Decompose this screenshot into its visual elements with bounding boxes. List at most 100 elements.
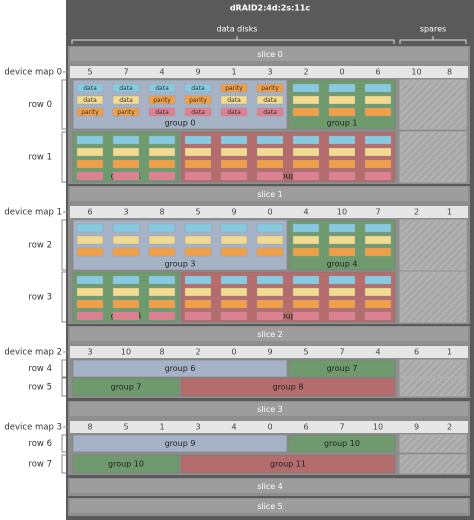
- block: [364, 275, 392, 285]
- device-map-bar: [70, 346, 468, 358]
- block: [76, 135, 104, 145]
- block: [220, 171, 248, 181]
- block: [256, 311, 284, 321]
- block-label: data: [227, 97, 241, 104]
- spare-area: [399, 454, 467, 474]
- data-disks-label: data disks: [217, 25, 258, 34]
- block: [76, 147, 104, 157]
- block: [112, 107, 140, 117]
- slice-header: [70, 479, 468, 493]
- group-label: group 6: [165, 364, 196, 373]
- block: [112, 95, 140, 105]
- block: [364, 83, 392, 93]
- device-number: 3: [87, 348, 92, 357]
- spare-area: [399, 434, 467, 453]
- block: [184, 235, 212, 245]
- block: [292, 287, 320, 297]
- block: [292, 247, 320, 257]
- block: [220, 135, 248, 145]
- device-number: 0: [267, 208, 272, 217]
- block-label: parity: [189, 97, 207, 104]
- block-label: data: [227, 109, 241, 116]
- block: [148, 107, 176, 117]
- block: [364, 299, 392, 309]
- block: [112, 299, 140, 309]
- row-label: row 0: [28, 100, 52, 110]
- brackets: [71, 36, 467, 44]
- block-label: data: [155, 85, 169, 92]
- block: [184, 311, 212, 321]
- group-label: group 4: [327, 260, 358, 269]
- block: [76, 311, 104, 321]
- block: [292, 235, 320, 245]
- device-number: 2: [414, 208, 419, 217]
- block-label: data: [83, 85, 97, 92]
- block: [112, 311, 140, 321]
- group-label: group 10: [324, 439, 360, 448]
- block-label: data: [263, 97, 277, 104]
- block: [328, 147, 356, 157]
- device-number: 5: [195, 208, 200, 217]
- spare-area: [399, 377, 467, 397]
- device-number: 0: [267, 423, 272, 432]
- block: [76, 247, 104, 257]
- device-number: 0: [231, 348, 236, 357]
- block: [112, 159, 140, 169]
- group-label: group 9: [165, 439, 196, 448]
- group-label: group 1: [327, 119, 358, 128]
- device-number: 6: [414, 348, 419, 357]
- title: dRAID2:4d:2s:11c: [230, 4, 311, 13]
- device-number: 3: [123, 208, 128, 217]
- group-label: group 0: [165, 119, 196, 128]
- slice-title: slice 0: [257, 50, 283, 59]
- device-number: 1: [231, 68, 236, 77]
- device-number: 10: [121, 348, 131, 357]
- device-number: 2: [195, 348, 200, 357]
- block: [220, 147, 248, 157]
- spare-area: [399, 271, 467, 323]
- device-number: 9: [195, 68, 200, 77]
- block: [148, 83, 176, 93]
- device-number: 3: [267, 68, 272, 77]
- group: [72, 377, 180, 397]
- device-number: 3: [195, 423, 200, 432]
- device-number: 4: [159, 68, 164, 77]
- row-bracket: [61, 359, 66, 378]
- block: [112, 247, 140, 257]
- device-number: 2: [447, 423, 452, 432]
- block: [292, 147, 320, 157]
- group: [72, 359, 288, 378]
- device-number: 5: [303, 348, 308, 357]
- block: [328, 235, 356, 245]
- group: [180, 271, 396, 323]
- device-number: 9: [267, 348, 272, 357]
- group: [180, 377, 396, 397]
- slice-title: slice 4: [257, 482, 283, 491]
- slice-header: [70, 187, 468, 201]
- device-number: 6: [87, 208, 92, 217]
- group-label: group 10: [108, 460, 144, 469]
- group: [288, 434, 396, 453]
- block: [292, 135, 320, 145]
- device-map-label: device map 2: [4, 348, 62, 358]
- block: [184, 135, 212, 145]
- block: [148, 275, 176, 285]
- slice-header: [70, 47, 468, 61]
- block: [220, 311, 248, 321]
- block: [184, 171, 212, 181]
- block: [292, 275, 320, 285]
- block: [220, 107, 248, 117]
- slice-title: slice 2: [257, 330, 283, 339]
- device-number: 8: [87, 423, 92, 432]
- block: [328, 247, 356, 257]
- group-label: group 3: [165, 260, 196, 269]
- block: [256, 159, 284, 169]
- group-label: group 8: [273, 383, 304, 392]
- row-label: row 3: [28, 293, 52, 303]
- block: [220, 299, 248, 309]
- block: [148, 147, 176, 157]
- block: [148, 95, 176, 105]
- block: [292, 299, 320, 309]
- device-number: 5: [87, 68, 92, 77]
- block: [148, 311, 176, 321]
